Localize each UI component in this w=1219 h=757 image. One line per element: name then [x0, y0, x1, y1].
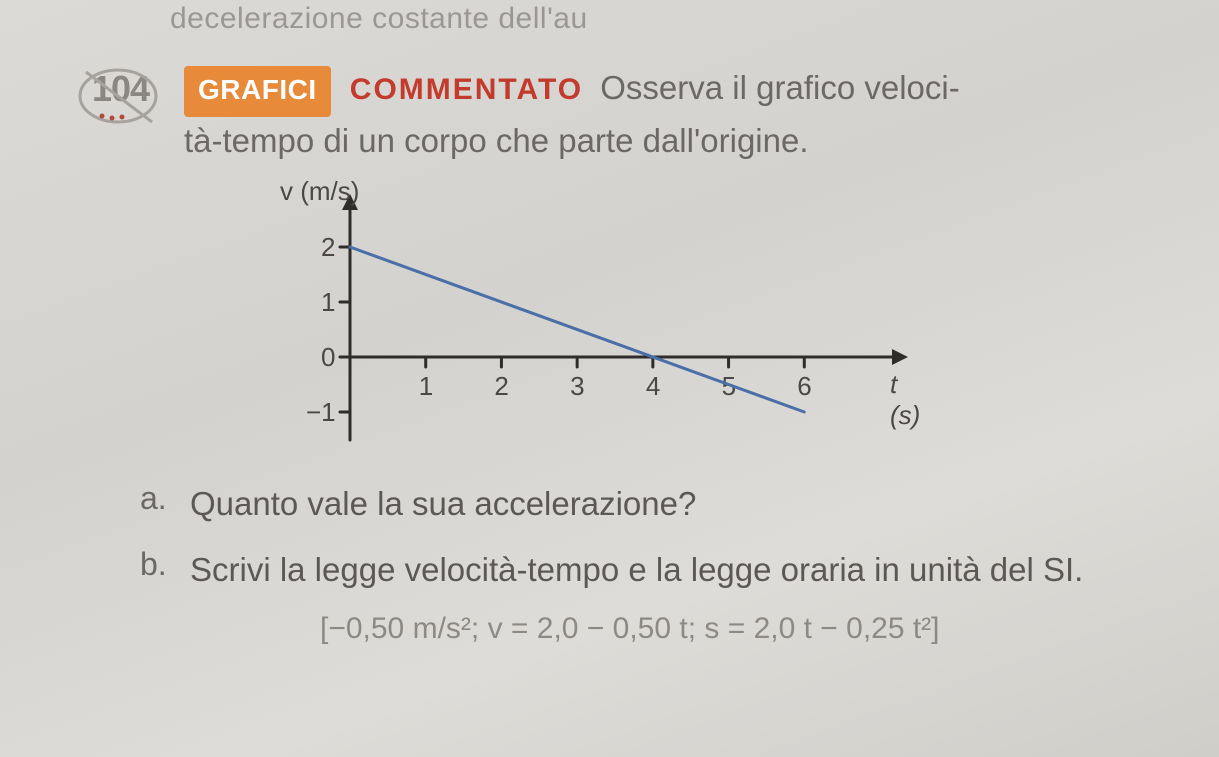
exercise-text-part1: Osserva il grafico veloci-	[600, 69, 959, 106]
question-a: a. Quanto vale la sua accelerazione?	[140, 480, 1179, 528]
exercise-heading: 104 GRAFICI COMMENTATO Osserva il grafic…	[40, 64, 1179, 164]
velocity-time-chart: 123456−1012v (m/s)t (s)	[270, 194, 910, 454]
x-axis-label: t (s)	[890, 369, 920, 431]
question-a-letter: a.	[140, 480, 168, 528]
answer-line: [−0,50 m/s²; v = 2,0 − 0,50 t; s = 2,0 t…	[40, 612, 1179, 646]
badge-grafici: GRAFICI	[184, 66, 331, 117]
label-commentato: COMMENTATO	[350, 73, 583, 106]
exercise-number-marker: 104	[80, 64, 170, 134]
question-b: b. Scrivi la legge velocità-tempo e la l…	[140, 546, 1179, 594]
question-b-letter: b.	[140, 546, 168, 594]
page-top-cut-text: decelerazione costante dell'au	[40, 0, 1179, 36]
exercise-text-part2: tà-tempo di un corpo che parte dall'orig…	[184, 117, 1179, 165]
question-b-text: Scrivi la legge velocità-tempo e la legg…	[190, 546, 1179, 594]
question-a-text: Quanto vale la sua accelerazione?	[190, 480, 1179, 528]
y-axis-label: v (m/s)	[280, 176, 359, 207]
